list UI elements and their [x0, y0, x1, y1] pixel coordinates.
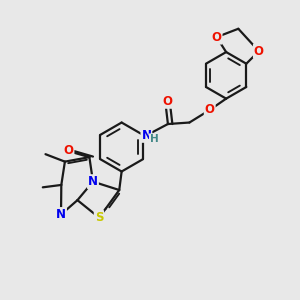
Text: N: N [141, 129, 152, 142]
Text: O: O [64, 144, 74, 157]
Text: N: N [88, 175, 98, 188]
Text: O: O [205, 103, 215, 116]
Text: O: O [163, 95, 172, 108]
Text: S: S [95, 211, 103, 224]
Text: O: O [212, 31, 222, 44]
Text: N: N [56, 208, 66, 221]
Text: H: H [149, 134, 158, 144]
Text: O: O [254, 45, 264, 58]
